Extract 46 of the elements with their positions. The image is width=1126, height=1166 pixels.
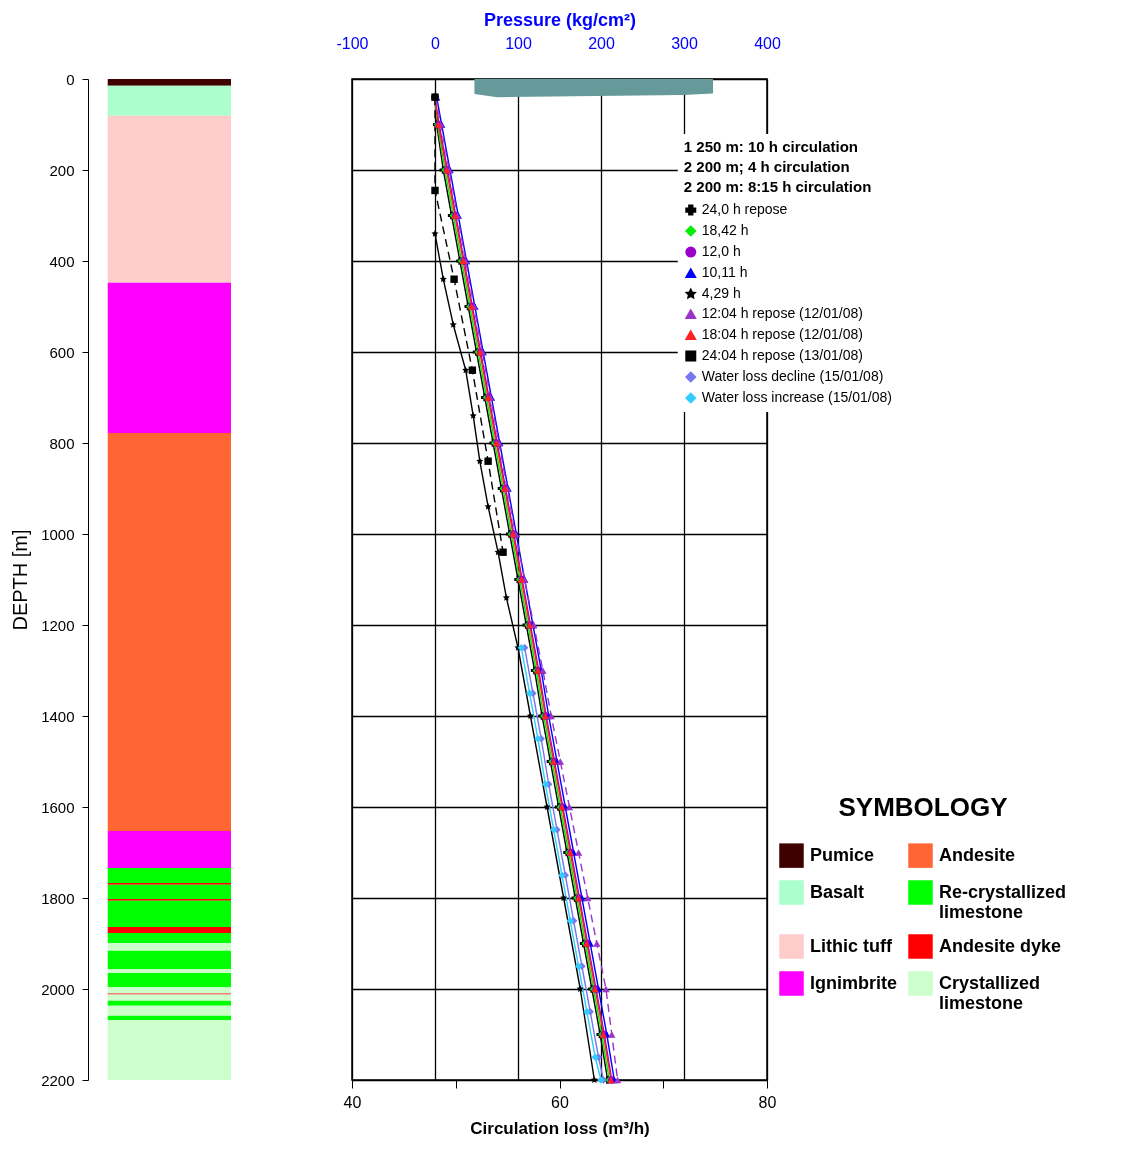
y-tick-label: 2200 [41,1071,75,1089]
y-tick-label: 0 [66,70,75,88]
y-tick-label: 200 [49,161,75,179]
legend-title: SYMBOLOGY [838,792,1008,822]
y-tick-label: 1400 [41,707,75,725]
legend-label: Pumice [810,844,875,865]
y-axis-title: DEPTH [m] [9,529,32,631]
legend-label: Basalt [810,881,865,902]
y-tick-label: 600 [49,343,75,361]
y-tick-label: 400 [49,252,75,270]
legend-label: 10,11 h [701,264,748,281]
legend-label: Re-crystallized limestone [939,881,1067,922]
legend-label: Andesite [939,844,1016,865]
y-tick-label: 2000 [41,980,75,998]
annotation: 2 200 m; 4 h circulation [683,158,850,176]
legend-label: 18,42 h [701,222,749,239]
x-tick-label: 60 [551,1093,569,1111]
x2-tick-label: 200 [588,34,615,52]
legend-label: Lithic tuff [810,935,893,956]
x2-tick-label: 100 [505,34,532,52]
legend-label: 4,29 h [701,285,741,302]
y-tick-label: 1800 [41,889,75,907]
x-axis-title: Circulation loss (m³/h) [470,1118,650,1138]
legend-label: 18:04 h repose (12/01/08) [701,326,863,343]
legend-label: 24,0 h repose [701,201,788,218]
x2-tick-label: 300 [671,34,698,52]
x-tick-label: 40 [343,1093,362,1111]
x2-tick-label: 400 [754,34,781,52]
y-tick-label: 1200 [41,616,75,634]
annotation: 1 250 m: 10 h circulation [683,138,859,156]
legend-label: 12,0 h [701,243,741,260]
legend-label: 24:04 h repose (13/01/08) [701,347,863,364]
y-tick-label: 1000 [41,525,75,543]
y-tick-label: 800 [49,434,75,452]
x2-tick-label: 0 [431,34,441,52]
legend-label: Water loss decline (15/01/08) [701,368,884,385]
legend-label: Crystallized limestone [939,972,1041,1013]
legend-label: 12:04 h repose (12/01/08) [701,305,863,322]
x-tick-label: 80 [758,1093,777,1111]
legend-label: Andesite dyke [939,935,1062,956]
x2-axis-title: Pressure (kg/cm²) [483,9,637,30]
legend-label: Ignimbrite [810,972,898,993]
x2-tick-label: -100 [336,34,369,52]
legend-label: Water loss increase (15/01/08) [701,389,892,406]
y-tick-label: 1600 [41,798,75,816]
annotation: 2 200 m: 8:15 h circulation [683,178,872,196]
